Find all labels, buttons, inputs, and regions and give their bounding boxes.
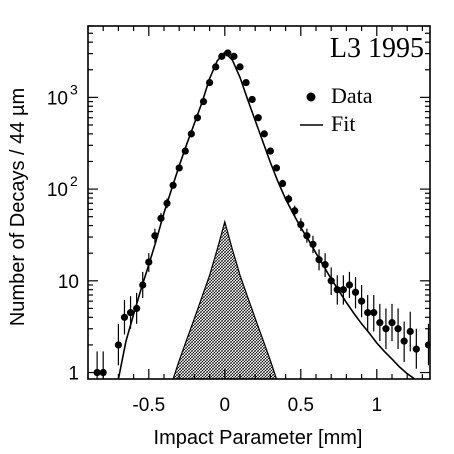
x-tick-label: 0 <box>220 395 231 416</box>
legend: Data Fit <box>300 83 373 136</box>
data-point <box>285 195 293 203</box>
legend-data-label: Data <box>331 83 373 108</box>
data-point <box>193 114 202 122</box>
chart-title: L3 1995 <box>330 33 424 64</box>
x-tick-label: 1 <box>372 395 383 416</box>
data-point <box>157 214 165 222</box>
data-point <box>254 114 262 122</box>
data-point <box>278 179 287 188</box>
chart-text: L3 1995 Impact Parameter [mm] Number of … <box>7 33 424 449</box>
data-point <box>114 341 122 349</box>
y-tick-label: 10 <box>47 180 68 201</box>
data-point <box>187 130 195 138</box>
y-tick-exponent: 3 <box>70 81 78 97</box>
data-point <box>297 221 305 229</box>
data-point <box>242 78 250 87</box>
data-point <box>370 309 378 317</box>
data-point <box>327 277 335 285</box>
data-point <box>358 297 366 305</box>
data-point <box>224 49 232 57</box>
data-point <box>309 240 317 248</box>
x-axis-label: Impact Parameter [mm] <box>154 427 363 449</box>
legend-data-marker <box>306 92 316 102</box>
data-point <box>236 63 244 71</box>
y-tick-label: 10 <box>47 88 68 109</box>
data-point <box>351 288 360 296</box>
data-point <box>364 309 372 317</box>
data-point <box>145 258 153 266</box>
data-point <box>212 63 220 71</box>
data-point <box>230 52 238 60</box>
y-tick-label: 1 <box>68 364 79 385</box>
data-point <box>376 319 384 327</box>
data-point <box>333 286 341 294</box>
data-point <box>400 337 408 345</box>
data-point <box>266 147 274 155</box>
data-point <box>388 319 396 327</box>
data-point <box>126 309 135 317</box>
x-tick-label: 0.5 <box>288 395 314 416</box>
plot-frame <box>87 25 431 380</box>
data-point <box>339 286 347 294</box>
data-point <box>248 95 256 104</box>
y-tick-label: 10 <box>58 272 79 293</box>
data-point <box>406 327 414 336</box>
data-point <box>181 147 189 155</box>
data-point <box>99 368 107 377</box>
legend-fit-label: Fit <box>331 111 355 136</box>
data-point <box>345 281 354 289</box>
data-point <box>382 325 390 333</box>
x-tick-label: -0.5 <box>132 395 165 416</box>
data-point <box>139 281 147 289</box>
plot-area <box>93 49 430 379</box>
data-point <box>315 256 323 264</box>
hatched-signal-area <box>172 219 278 379</box>
data-point <box>175 164 183 172</box>
data-point <box>291 207 299 215</box>
data-point <box>206 78 214 87</box>
data-point <box>272 164 281 172</box>
data-point <box>321 261 329 269</box>
data-point <box>218 52 226 60</box>
data-point <box>169 181 177 189</box>
data-point <box>412 345 420 353</box>
data-point <box>120 313 129 321</box>
data-point <box>199 97 208 106</box>
y-axis-label: Number of Decays / 44 µm <box>7 88 29 326</box>
data-point <box>394 325 402 333</box>
data-point <box>151 232 159 240</box>
y-tick-exponent: 2 <box>70 173 78 189</box>
data-point <box>163 199 171 207</box>
data-point <box>133 304 141 313</box>
data-point <box>303 232 311 240</box>
data-point <box>260 130 268 138</box>
plot-clip-group <box>93 49 430 379</box>
